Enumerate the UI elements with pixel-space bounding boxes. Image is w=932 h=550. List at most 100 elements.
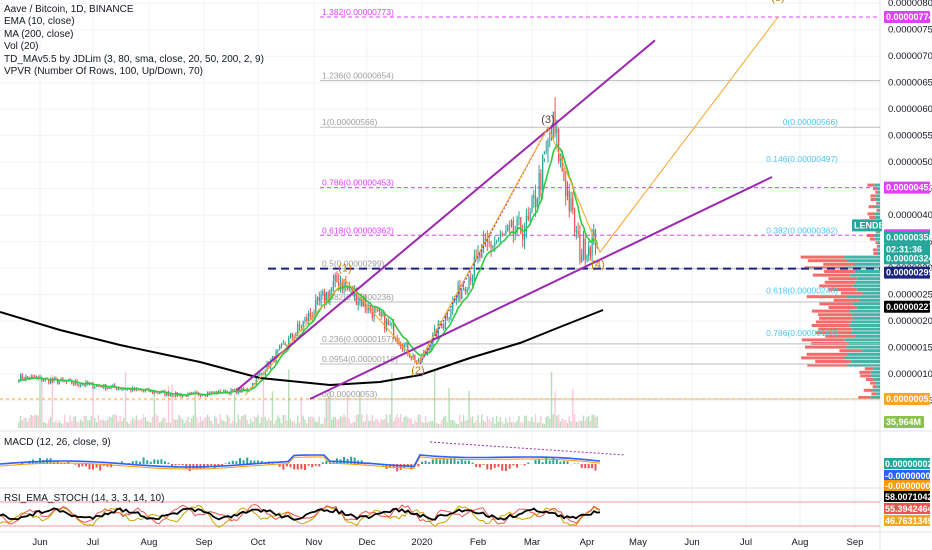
candle-body xyxy=(322,291,324,295)
volume-bar xyxy=(479,422,481,428)
candle-body xyxy=(315,299,317,314)
volume-bar xyxy=(164,417,166,428)
volume-bar xyxy=(495,415,498,428)
volume-bar xyxy=(471,416,474,428)
volume-bar xyxy=(115,415,118,428)
macd-hist-bar xyxy=(424,460,427,464)
candle-body xyxy=(189,392,191,394)
volume-bar xyxy=(531,416,533,428)
macd-hist-bar xyxy=(228,462,231,464)
volume-bar xyxy=(183,423,186,428)
macd-hist-bar xyxy=(181,464,184,466)
candle-body xyxy=(392,323,395,338)
vpvr-down-bar xyxy=(865,378,874,381)
price-tag xyxy=(884,11,930,23)
price-tag-label: 0.00000299 xyxy=(886,268,932,278)
price-tag xyxy=(884,266,930,279)
volume-bar xyxy=(302,415,304,428)
volume-bar xyxy=(441,420,443,428)
vpvr-up-bar xyxy=(873,378,880,381)
candle-body xyxy=(497,238,500,242)
volume-bar xyxy=(58,420,61,428)
volume-bar xyxy=(572,389,574,428)
candle-body xyxy=(210,391,212,395)
vpvr-up-bar xyxy=(856,288,880,291)
volume-bar xyxy=(133,419,136,428)
volume-bar xyxy=(366,414,368,428)
volume-bar xyxy=(55,419,57,428)
candle-body xyxy=(338,282,340,287)
vpvr-up-bar xyxy=(852,313,880,317)
vpvr-down-bar xyxy=(819,284,853,288)
volume-bar xyxy=(237,414,239,428)
volume-bar xyxy=(577,422,579,428)
candle-body xyxy=(57,379,59,384)
volume-bar xyxy=(74,415,77,428)
legend-ma200: MA (200, close) xyxy=(4,28,74,40)
price-tag-label: 0.00000452 xyxy=(886,183,932,193)
volume-bar xyxy=(197,422,200,428)
candle-body xyxy=(589,247,592,256)
volume-bar xyxy=(167,385,170,428)
candle-body xyxy=(525,215,528,232)
volume-bar xyxy=(309,416,312,428)
macd-hist-bar xyxy=(307,464,310,466)
macd-hist-bar xyxy=(325,460,328,464)
macd-hist-bar xyxy=(584,464,587,469)
candle-body xyxy=(518,217,520,219)
candle-body xyxy=(550,136,553,140)
vpvr-up-bar xyxy=(847,295,880,299)
rsi-stoch-k xyxy=(0,503,601,525)
candle-body xyxy=(58,381,61,384)
vpvr-up-bar xyxy=(871,374,880,378)
candle-body xyxy=(426,349,429,353)
vpvr-up-bar xyxy=(875,237,880,241)
volume-bar xyxy=(185,420,187,428)
volume-bar xyxy=(353,421,356,428)
x-tick-label: Mar xyxy=(524,537,540,548)
volume-bar xyxy=(520,422,522,428)
candle-body xyxy=(18,381,20,383)
volume-bar xyxy=(473,422,476,428)
fib-label: 1.236(0.00000654) xyxy=(322,71,394,81)
volume-bar xyxy=(550,371,553,428)
volume-bar xyxy=(135,415,138,428)
candle-body xyxy=(316,297,319,300)
candle-body xyxy=(503,234,505,236)
vpvr-down-bar xyxy=(840,291,863,295)
vpvr-up-bar xyxy=(875,198,880,201)
vpvr-up-bar xyxy=(874,205,880,209)
volume-bar xyxy=(117,421,119,428)
fib-right-label: 0(0.00000566) xyxy=(783,117,838,127)
candle-body xyxy=(139,389,141,391)
volume-bar xyxy=(86,420,89,428)
volume-bar xyxy=(373,421,375,428)
x-tick-label: Aug xyxy=(792,537,809,548)
candle-body xyxy=(332,280,335,288)
price-tag-label: 0.00000324 xyxy=(886,253,932,263)
macd-hist-bar xyxy=(257,460,259,464)
volume-bar xyxy=(190,418,193,428)
macd-hist-bar xyxy=(224,463,227,464)
fib-right-label: 0.618(0.00000248) xyxy=(766,286,838,296)
wave-label: (2) xyxy=(411,365,424,377)
x-tick-label: Sep xyxy=(847,537,864,548)
candle-body xyxy=(509,225,511,227)
volume-bar xyxy=(371,415,374,428)
volume-bar xyxy=(146,421,148,428)
volume-bar xyxy=(453,421,456,428)
volume-bar xyxy=(62,423,64,428)
macd-hist-bar xyxy=(389,464,392,468)
volume-bar xyxy=(242,415,245,428)
candle-body xyxy=(119,388,121,390)
volume-bar xyxy=(214,415,216,428)
candle-body xyxy=(581,255,583,262)
volume-bar xyxy=(430,421,432,428)
vpvr-up-bar xyxy=(870,396,880,399)
candle-body xyxy=(81,384,84,386)
volume-bar xyxy=(470,417,472,428)
volume-bar xyxy=(565,420,567,428)
